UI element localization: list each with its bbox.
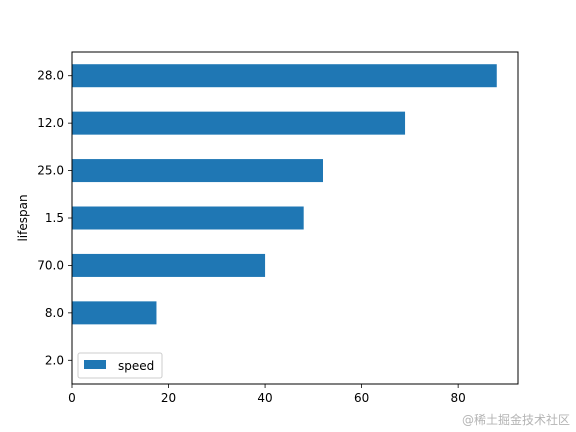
y-tick-label: 25.0 [37, 164, 64, 178]
y-axis: 2.0 8.0 70.0 1.5 25.0 12.0 28.0 [37, 69, 72, 367]
legend-label-speed: speed [118, 359, 154, 373]
y-axis-label: lifespan [16, 194, 30, 241]
bar-28.0 [72, 64, 497, 88]
bar-1.5 [72, 206, 304, 230]
y-tick-label: 1.5 [45, 211, 64, 225]
legend: speed [77, 352, 163, 379]
bar-8.0 [72, 301, 157, 325]
x-tick-label: 20 [161, 391, 176, 405]
legend-swatch-speed [84, 360, 106, 369]
y-tick-label: 28.0 [37, 69, 64, 83]
y-tick-label: 8.0 [45, 306, 64, 320]
bar-12.0 [72, 111, 406, 135]
y-tick-label: 12.0 [37, 116, 64, 130]
x-axis: 0 20 40 60 80 [68, 384, 466, 405]
watermark-text: @稀土掘金技术社区 [462, 412, 570, 427]
y-tick-label: 2.0 [45, 353, 64, 367]
x-tick-label: 0 [68, 391, 76, 405]
x-tick-label: 40 [257, 391, 272, 405]
bars-group [72, 64, 497, 325]
y-tick-label: 70.0 [37, 258, 64, 272]
bar-70.0 [72, 253, 266, 277]
legend-box [77, 352, 163, 379]
bar-25.0 [72, 159, 323, 183]
x-tick-label: 60 [354, 391, 369, 405]
x-tick-label: 80 [451, 391, 466, 405]
